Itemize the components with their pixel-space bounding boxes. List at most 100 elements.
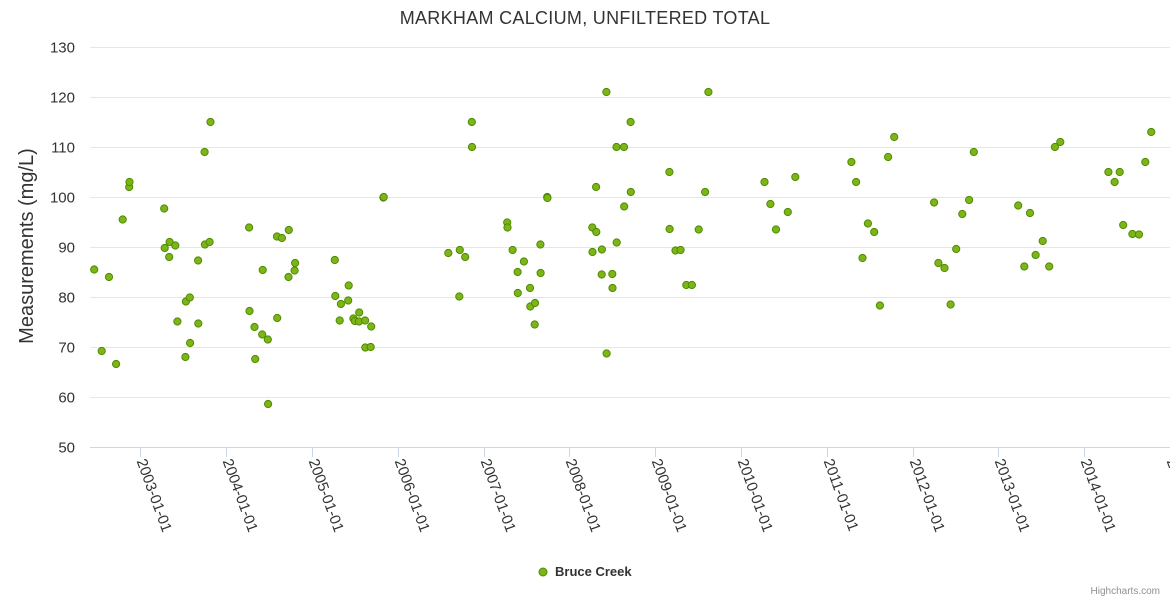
data-point[interactable] bbox=[1025, 208, 1035, 218]
data-point[interactable] bbox=[602, 349, 611, 358]
data-point[interactable] bbox=[284, 272, 293, 282]
data-point[interactable] bbox=[508, 245, 517, 255]
data-point[interactable] bbox=[608, 269, 617, 279]
data-point[interactable] bbox=[1141, 157, 1150, 167]
data-point[interactable] bbox=[1050, 142, 1060, 152]
data-point[interactable] bbox=[1045, 262, 1054, 271]
data-point[interactable] bbox=[205, 237, 214, 247]
data-point[interactable] bbox=[858, 253, 867, 263]
data-point[interactable] bbox=[461, 252, 470, 262]
data-point[interactable] bbox=[455, 245, 464, 255]
data-point[interactable] bbox=[264, 399, 273, 409]
data-point[interactable] bbox=[665, 224, 674, 234]
data-point[interactable] bbox=[200, 147, 209, 157]
data-point[interactable] bbox=[330, 255, 339, 265]
data-point[interactable] bbox=[455, 292, 464, 301]
credits-link[interactable]: Highcharts.com bbox=[1091, 586, 1160, 597]
data-point[interactable] bbox=[612, 238, 621, 247]
data-point[interactable] bbox=[366, 342, 375, 352]
data-point[interactable] bbox=[875, 301, 885, 310]
data-point[interactable] bbox=[112, 359, 121, 369]
data-point[interactable] bbox=[1147, 127, 1156, 137]
data-point[interactable] bbox=[165, 252, 174, 262]
data-point[interactable] bbox=[543, 193, 552, 203]
data-point[interactable] bbox=[273, 313, 282, 323]
data-point[interactable] bbox=[965, 195, 974, 205]
legend-item-label[interactable]: Bruce Creek bbox=[555, 564, 632, 579]
data-point[interactable] bbox=[379, 192, 388, 202]
data-point[interactable] bbox=[1020, 262, 1029, 271]
data-point[interactable] bbox=[1031, 250, 1040, 260]
data-point[interactable] bbox=[701, 187, 710, 197]
data-point[interactable] bbox=[104, 272, 114, 282]
data-point[interactable] bbox=[588, 247, 597, 257]
data-point[interactable] bbox=[946, 300, 955, 309]
data-point[interactable] bbox=[530, 298, 540, 308]
data-point[interactable] bbox=[704, 87, 713, 97]
data-point[interactable] bbox=[676, 245, 685, 255]
data-point[interactable] bbox=[791, 172, 800, 182]
data-point[interactable] bbox=[890, 132, 899, 142]
data-point[interactable] bbox=[530, 320, 539, 329]
data-point[interactable] bbox=[1134, 230, 1144, 239]
data-point[interactable] bbox=[592, 182, 601, 192]
data-point[interactable] bbox=[250, 322, 259, 332]
data-point[interactable] bbox=[1119, 220, 1128, 230]
data-point[interactable] bbox=[612, 142, 621, 152]
data-point[interactable] bbox=[766, 199, 775, 209]
data-point[interactable] bbox=[1014, 201, 1023, 210]
data-point[interactable] bbox=[597, 270, 606, 279]
data-point[interactable] bbox=[336, 299, 345, 309]
data-point[interactable] bbox=[771, 225, 781, 234]
data-point[interactable] bbox=[335, 316, 344, 325]
data-point[interactable] bbox=[597, 245, 607, 254]
data-point[interactable] bbox=[958, 209, 967, 219]
data-point[interactable] bbox=[1056, 137, 1065, 147]
legend[interactable]: Bruce Creek bbox=[538, 564, 632, 579]
data-point[interactable] bbox=[969, 147, 978, 157]
data-point[interactable] bbox=[284, 225, 293, 235]
data-point[interactable] bbox=[620, 202, 629, 211]
data-point[interactable] bbox=[930, 198, 939, 207]
data-point[interactable] bbox=[331, 291, 340, 301]
data-point[interactable] bbox=[870, 227, 879, 237]
data-point[interactable] bbox=[361, 316, 370, 325]
data-point[interactable] bbox=[608, 283, 617, 293]
data-point[interactable] bbox=[263, 335, 272, 344]
data-point[interactable] bbox=[503, 223, 512, 232]
data-point[interactable] bbox=[863, 219, 873, 228]
data-point[interactable] bbox=[194, 256, 203, 265]
data-point[interactable] bbox=[344, 296, 353, 305]
data-point[interactable] bbox=[344, 281, 353, 290]
data-point[interactable] bbox=[592, 227, 601, 237]
data-point[interactable] bbox=[355, 308, 364, 317]
data-point[interactable] bbox=[626, 187, 635, 197]
data-point[interactable] bbox=[626, 117, 635, 127]
data-point[interactable] bbox=[467, 142, 477, 152]
data-point[interactable] bbox=[1038, 236, 1047, 246]
data-point[interactable] bbox=[291, 258, 300, 268]
data-point[interactable] bbox=[206, 117, 215, 127]
data-point[interactable] bbox=[97, 346, 106, 356]
data-point[interactable] bbox=[258, 265, 267, 275]
data-point[interactable] bbox=[934, 258, 943, 268]
data-point[interactable] bbox=[125, 177, 134, 187]
data-point[interactable] bbox=[181, 352, 190, 362]
data-point[interactable] bbox=[90, 265, 99, 274]
data-point[interactable] bbox=[665, 167, 674, 177]
data-point[interactable] bbox=[245, 306, 254, 316]
data-point[interactable] bbox=[694, 225, 703, 234]
data-point[interactable] bbox=[290, 266, 299, 275]
data-point[interactable] bbox=[258, 330, 267, 339]
data-point[interactable] bbox=[1115, 167, 1124, 177]
data-point[interactable] bbox=[525, 283, 535, 293]
data-point[interactable] bbox=[1110, 177, 1119, 187]
data-point[interactable] bbox=[277, 233, 286, 243]
data-point[interactable] bbox=[513, 267, 522, 277]
data-point[interactable] bbox=[444, 248, 453, 258]
data-point[interactable] bbox=[952, 244, 961, 254]
data-point[interactable] bbox=[513, 288, 522, 298]
data-point[interactable] bbox=[1104, 167, 1113, 177]
data-point[interactable] bbox=[852, 177, 861, 187]
data-point[interactable] bbox=[847, 157, 856, 167]
